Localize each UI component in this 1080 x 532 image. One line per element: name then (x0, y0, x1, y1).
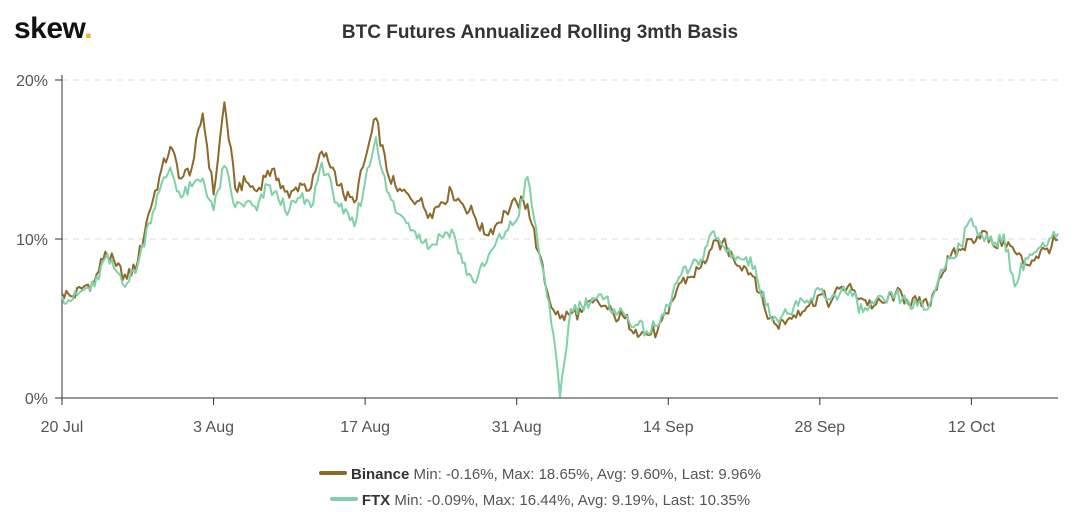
y-tick-label: 0% (25, 391, 48, 408)
legend-item-binance[interactable]: Binance Min: -0.16%, Max: 18.65%, Avg: 9… (0, 462, 1080, 488)
legend-swatch-ftx (329, 497, 358, 502)
x-tick-label: 14 Sep (643, 419, 694, 436)
logo-dot: . (84, 12, 93, 45)
logo-text: skew (14, 12, 85, 45)
x-tick-label: 31 Aug (492, 419, 542, 436)
legend-name: Binance (351, 466, 410, 483)
line-chart: 0% 10% 20% 20 Jul 3 Aug 17 Aug 31 Aug 14 Sep 28 … (16, 73, 1059, 436)
grid-lines (62, 79, 1058, 240)
x-tick-label: 20 Jul (41, 419, 84, 436)
legend: Binance Min: -0.16%, Max: 18.65%, Avg: 9… (0, 462, 1080, 514)
x-tick-label: 17 Aug (340, 419, 390, 436)
legend-stats: Min: -0.09%, Max: 16.44%, Avg: 9.19%, La… (394, 492, 751, 509)
axes: 0% 10% 20% 20 Jul 3 Aug 17 Aug 31 Aug 14 Sep 28 … (16, 73, 1058, 436)
x-tick-label: 28 Sep (794, 419, 845, 436)
y-tick-label: 20% (16, 73, 48, 90)
legend-swatch-binance (319, 471, 348, 476)
legend-stats: Min: -0.16%, Max: 18.65%, Avg: 9.60%, La… (413, 466, 761, 483)
series-line-ftx (61, 136, 1059, 398)
x-tick-label: 12 Oct (948, 419, 996, 436)
x-tick-label: 3 Aug (193, 419, 234, 436)
series-lines (61, 101, 1059, 398)
y-tick-label: 10% (16, 232, 48, 249)
chart-title: BTC Futures Annualized Rolling 3mth Basi… (341, 22, 739, 43)
skew-logo: skew. (14, 12, 93, 46)
legend-item-ftx[interactable]: FTX Min: -0.09%, Max: 16.44%, Avg: 9.19%… (0, 488, 1080, 514)
legend-name: FTX (361, 492, 391, 509)
